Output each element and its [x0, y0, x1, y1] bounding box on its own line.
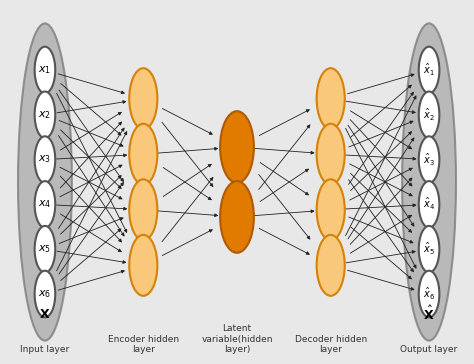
- Ellipse shape: [419, 136, 439, 183]
- Ellipse shape: [129, 179, 157, 240]
- Ellipse shape: [35, 226, 55, 273]
- Ellipse shape: [402, 23, 456, 341]
- Ellipse shape: [35, 271, 55, 317]
- Ellipse shape: [317, 235, 345, 296]
- Ellipse shape: [220, 181, 254, 253]
- Ellipse shape: [419, 226, 439, 273]
- Text: $x_2$: $x_2$: [38, 109, 52, 121]
- Text: Output layer: Output layer: [401, 345, 458, 354]
- Ellipse shape: [220, 111, 254, 183]
- Text: $x_1$: $x_1$: [38, 64, 52, 76]
- Ellipse shape: [129, 235, 157, 296]
- Text: Input layer: Input layer: [20, 345, 70, 354]
- Text: $\hat{x}_1$: $\hat{x}_1$: [423, 62, 435, 78]
- Text: $x_3$: $x_3$: [38, 154, 52, 166]
- Ellipse shape: [35, 47, 55, 93]
- Ellipse shape: [419, 271, 439, 317]
- Ellipse shape: [129, 124, 157, 185]
- Text: $\hat{x}_5$: $\hat{x}_5$: [423, 241, 435, 257]
- Ellipse shape: [35, 136, 55, 183]
- Text: $\hat{x}_4$: $\hat{x}_4$: [423, 197, 435, 213]
- Ellipse shape: [419, 181, 439, 228]
- Ellipse shape: [317, 179, 345, 240]
- Text: $\hat{x}_3$: $\hat{x}_3$: [423, 151, 435, 167]
- Ellipse shape: [35, 181, 55, 228]
- Ellipse shape: [35, 91, 55, 138]
- Ellipse shape: [419, 91, 439, 138]
- Text: $x_6$: $x_6$: [38, 288, 52, 300]
- Ellipse shape: [129, 68, 157, 129]
- Text: Decoder hidden
layer: Decoder hidden layer: [294, 335, 367, 354]
- Text: $x_5$: $x_5$: [38, 243, 52, 255]
- Ellipse shape: [317, 124, 345, 185]
- Ellipse shape: [18, 23, 72, 341]
- Text: Latent
variable(hidden
layer): Latent variable(hidden layer): [201, 324, 273, 354]
- Ellipse shape: [317, 68, 345, 129]
- Text: $\hat{\mathbf{X}}$: $\hat{\mathbf{X}}$: [423, 305, 435, 323]
- Ellipse shape: [419, 47, 439, 93]
- Text: $\mathbf{X}$: $\mathbf{X}$: [39, 308, 51, 321]
- Text: $x_4$: $x_4$: [38, 198, 52, 210]
- Text: Encoder hidden
layer: Encoder hidden layer: [108, 335, 179, 354]
- Text: $\hat{x}_2$: $\hat{x}_2$: [423, 107, 435, 123]
- Text: $\hat{x}_6$: $\hat{x}_6$: [423, 286, 435, 302]
